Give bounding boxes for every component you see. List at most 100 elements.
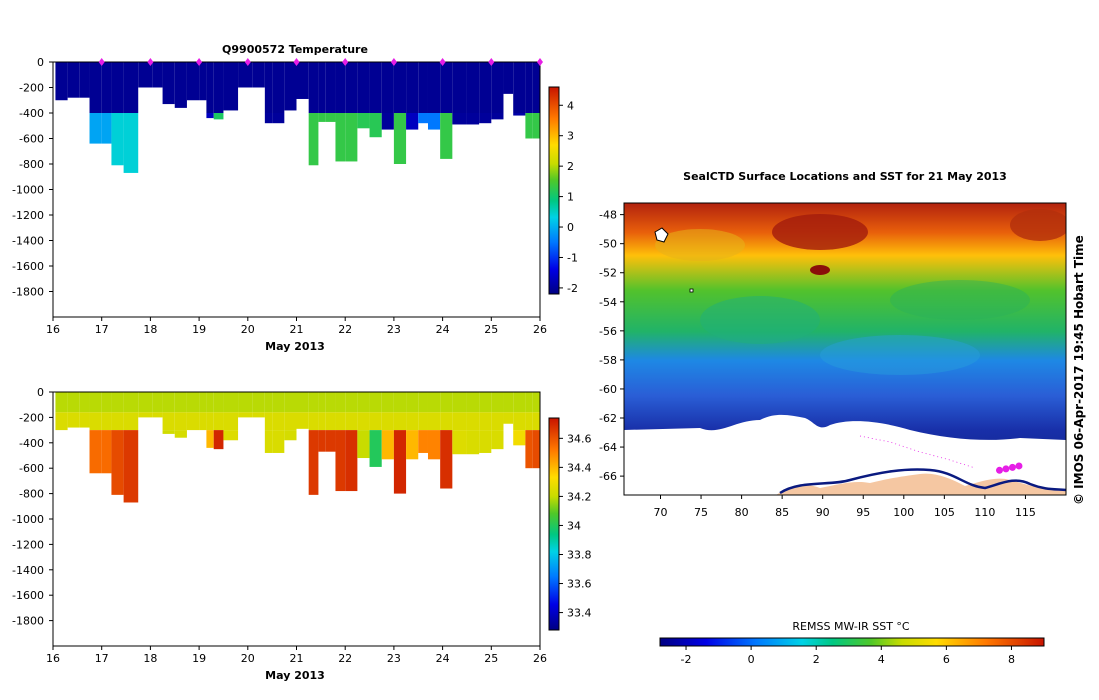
profile-surface-cell <box>55 392 68 413</box>
profile-deep-cell <box>491 113 504 120</box>
x-tick-label: 18 <box>143 652 157 665</box>
profile-deep-cell <box>369 113 382 138</box>
profile-mid-cell <box>272 412 285 431</box>
profile-surface-cell <box>199 62 207 101</box>
profile-mid-cell <box>186 412 200 431</box>
profile-deep-cell <box>532 430 540 469</box>
profile-mid-cell <box>284 412 297 431</box>
profile-surface-cell <box>284 392 297 413</box>
temperature-colorbar-ticks: 4 3 2 1 0 -1 -2 <box>559 99 578 295</box>
y-tick-label: -800 <box>19 158 44 171</box>
profile-deep-cell <box>427 113 441 130</box>
profile-surface-cell <box>238 62 253 88</box>
profile-deep-cell <box>466 430 480 455</box>
profile-mid-cell <box>264 412 273 431</box>
profile-surface-cell <box>479 62 492 113</box>
map-x-tick-label: 105 <box>934 506 955 519</box>
salinity-colorbar: 34.6 34.4 34.2 34 33.8 33.6 33.4 <box>548 417 592 631</box>
map-x-tick-label: 85 <box>775 506 789 519</box>
profile-deep-cell <box>308 430 319 495</box>
profile-surface-cell <box>55 62 68 101</box>
profile-surface-cell <box>345 392 358 413</box>
surface-marker <box>293 58 300 66</box>
profile-deep-cell <box>369 430 382 467</box>
profile-deep-cell <box>381 113 394 130</box>
seal-position <box>995 466 1003 474</box>
profile-surface-cell <box>152 392 163 413</box>
x-tick-label: 23 <box>387 652 401 665</box>
colorbar-tick-label: 4 <box>878 653 885 666</box>
temperature-profiles <box>55 62 540 173</box>
profile-deep-cell <box>325 113 336 122</box>
profile-deep-cell <box>264 430 273 453</box>
x-tick-label: 24 <box>436 323 450 336</box>
profile-surface-cell <box>452 62 467 113</box>
map-y-tick-label: -54 <box>599 296 617 309</box>
temperature-y-axis: 0 -200 -400 -600 -800 -1000 -1200 -1400 -1600 -18… <box>12 56 53 299</box>
profile-mid-cell <box>123 412 139 431</box>
profile-surface-cell <box>357 392 370 413</box>
profile-mid-cell <box>199 412 207 431</box>
warm-patch <box>1010 209 1066 241</box>
y-tick-label: -1600 <box>12 260 44 273</box>
map-y-tick-label: -58 <box>599 354 617 367</box>
profile-surface-cell <box>238 392 253 413</box>
x-tick-label: 23 <box>387 323 401 336</box>
profile-mid-cell <box>55 412 68 431</box>
profile-surface-cell <box>186 392 200 413</box>
profile-surface-cell <box>213 392 224 413</box>
profile-deep-cell <box>427 430 441 460</box>
profile-mid-cell <box>503 412 514 424</box>
profile-surface-cell <box>199 392 207 413</box>
colorbar-tick-label: 6 <box>943 653 950 666</box>
y-tick-label: -200 <box>19 411 44 424</box>
profile-deep-cell <box>264 113 273 124</box>
profile-deep-cell <box>491 430 504 450</box>
profile-mid-cell <box>138 412 153 418</box>
profile-mid-cell <box>525 412 533 431</box>
map-y-tick-label: -62 <box>599 412 617 425</box>
profile-surface-cell <box>67 392 80 413</box>
colorbar-tick-label: 34.6 <box>567 432 592 445</box>
x-tick-label: 20 <box>241 323 255 336</box>
profile-mid-cell <box>345 412 358 431</box>
profile-deep-cell <box>101 430 112 474</box>
salinity-xlabel: May 2013 <box>265 669 325 682</box>
profile-mid-cell <box>238 412 253 418</box>
surface-marker <box>342 58 349 66</box>
x-tick-label: 19 <box>192 652 206 665</box>
profile-deep-cell <box>345 430 358 492</box>
profile-deep-cell <box>418 113 428 124</box>
sst-colorbar-label: REMSS MW-IR SST °C <box>792 620 910 633</box>
y-tick-label: -800 <box>19 488 44 501</box>
seal-position <box>1015 462 1023 470</box>
x-tick-label: 21 <box>290 323 304 336</box>
profile-surface-cell <box>513 62 526 113</box>
colorbar-tick-label: 33.4 <box>567 607 592 620</box>
colorbar-tick-label: 34.4 <box>567 461 592 474</box>
profile-deep-cell <box>123 430 139 503</box>
profile-surface-cell <box>206 392 214 413</box>
y-tick-label: -600 <box>19 462 44 475</box>
map-y-tick-label: -48 <box>599 209 617 222</box>
profile-deep-cell <box>393 113 407 164</box>
profile-surface-cell <box>101 62 112 113</box>
surface-marker <box>244 58 251 66</box>
profile-mid-cell <box>369 412 382 431</box>
profile-deep-cell <box>525 113 533 139</box>
profile-surface-cell <box>325 392 336 413</box>
profile-surface-cell <box>357 62 370 113</box>
profile-surface-cell <box>296 392 309 413</box>
profile-surface-cell <box>79 392 90 413</box>
profile-mid-cell <box>162 412 175 431</box>
profile-deep-cell <box>357 113 370 129</box>
profile-deep-cell <box>213 113 224 120</box>
profile-deep-cell <box>406 113 419 130</box>
coast-ice-edge <box>779 468 1066 495</box>
profile-surface-cell <box>162 392 175 413</box>
temperature-xlabel: May 2013 <box>265 340 325 353</box>
profile-surface-cell <box>67 62 80 98</box>
y-tick-label: -1200 <box>12 209 44 222</box>
y-tick-label: -1000 <box>12 184 44 197</box>
